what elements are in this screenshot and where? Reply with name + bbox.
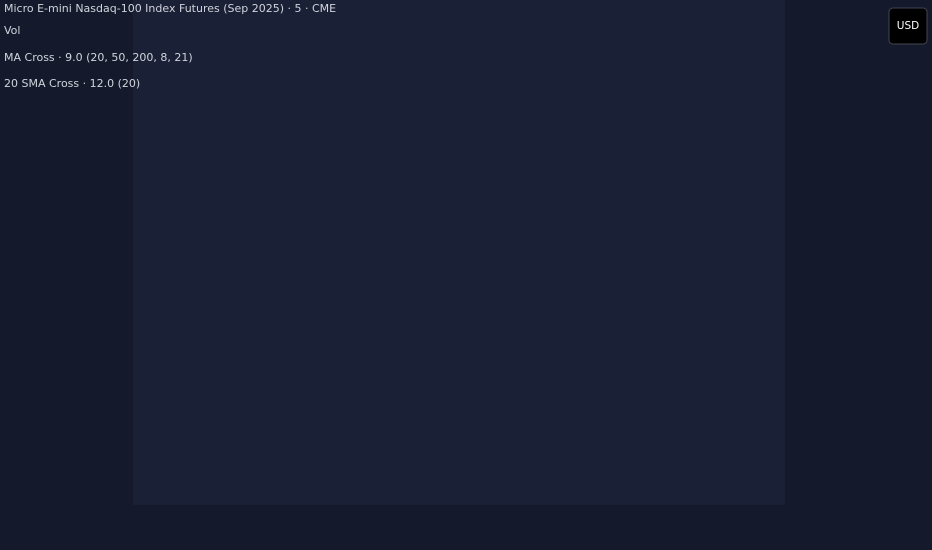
currency-button[interactable] [888,7,928,45]
price-axis [885,0,932,550]
session-highlight [133,0,785,505]
indicator-label: MA Cross · 9.0 (20, 50, 200, 8, 21) [4,51,193,64]
currency-label: USD [897,20,919,32]
time-axis [0,505,885,550]
indicator-label: 20 SMA Cross · 12.0 (20) [4,77,140,90]
symbol-title: Micro E-mini Nasdaq-100 Index Futures (S… [4,2,336,15]
indicator-label: Vol [4,24,20,37]
